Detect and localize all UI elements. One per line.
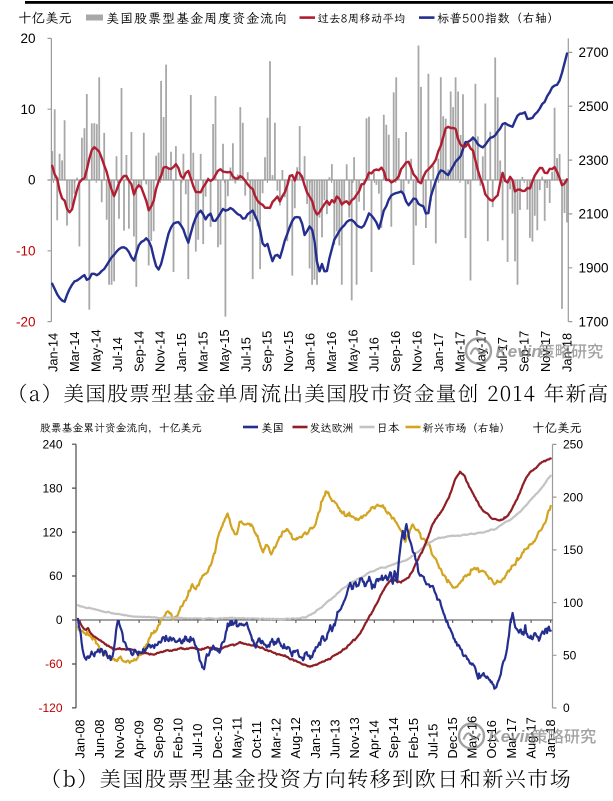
svg-text:Jul-15: Jul-15 <box>425 724 440 759</box>
svg-text:250: 250 <box>563 438 583 452</box>
svg-text:240: 240 <box>42 437 62 451</box>
svg-text:Jun-13: Jun-13 <box>327 719 342 758</box>
svg-text:Aug-12: Aug-12 <box>288 717 303 758</box>
svg-text:Jan-08: Jan-08 <box>73 719 88 758</box>
svg-text:10: 10 <box>20 102 35 117</box>
svg-text:180: 180 <box>42 481 62 495</box>
svg-text:-20: -20 <box>16 314 36 329</box>
svg-text:Jul-16: Jul-16 <box>367 337 382 372</box>
svg-text:Nov-08: Nov-08 <box>112 717 127 758</box>
svg-text:Dec-10: Dec-10 <box>210 717 225 758</box>
svg-text:Oct-16: Oct-16 <box>484 720 499 758</box>
svg-text:Mar-15: Mar-15 <box>196 331 211 372</box>
svg-text:2300: 2300 <box>579 153 609 168</box>
svg-text:1900: 1900 <box>579 260 609 275</box>
svg-text:100: 100 <box>563 596 583 610</box>
svg-text:Mar-14: Mar-14 <box>67 331 82 372</box>
svg-text:May-11: May-11 <box>229 717 244 759</box>
svg-text:Jul-15: Jul-15 <box>238 337 253 372</box>
svg-text:Sep-17: Sep-17 <box>517 331 532 372</box>
svg-text:120: 120 <box>42 525 62 539</box>
svg-text:Feb-15: Feb-15 <box>406 718 421 759</box>
svg-text:Aug-17: Aug-17 <box>523 717 538 758</box>
svg-text:Mar-17: Mar-17 <box>452 331 467 372</box>
svg-text:Feb-10: Feb-10 <box>171 718 186 759</box>
svg-text:Sep-14: Sep-14 <box>131 331 146 372</box>
svg-text:Jan-14: Jan-14 <box>46 333 61 372</box>
svg-text:-10: -10 <box>16 244 36 259</box>
svg-text:0: 0 <box>28 173 36 188</box>
svg-text:Kevin: Kevin <box>489 727 535 746</box>
svg-text:Oct-11: Oct-11 <box>249 721 264 758</box>
svg-text:May-15: May-15 <box>217 329 232 372</box>
svg-text:Nov-16: Nov-16 <box>410 331 425 372</box>
svg-text:Jun-08: Jun-08 <box>92 719 107 758</box>
svg-text:150: 150 <box>563 543 583 557</box>
svg-text:Jan-13: Jan-13 <box>308 719 323 758</box>
svg-text:Jul-10: Jul-10 <box>190 724 205 759</box>
svg-text:Sep-15: Sep-15 <box>260 331 275 372</box>
svg-text:Sep-09: Sep-09 <box>151 717 166 758</box>
svg-text:Apr-14: Apr-14 <box>367 720 382 758</box>
svg-text:50: 50 <box>563 648 577 662</box>
svg-text:Sep-16: Sep-16 <box>388 331 403 372</box>
svg-text:0: 0 <box>563 701 570 715</box>
svg-text:60: 60 <box>49 569 63 583</box>
svg-text:Sep-14: Sep-14 <box>386 717 401 758</box>
svg-text:Mar-12: Mar-12 <box>269 718 284 759</box>
svg-text:Jul-17: Jul-17 <box>495 337 510 372</box>
svg-text:Apr-09: Apr-09 <box>131 720 146 758</box>
svg-text:2700: 2700 <box>579 45 609 60</box>
svg-text:20: 20 <box>20 31 35 46</box>
svg-text:Dec-15: Dec-15 <box>445 717 460 758</box>
svg-text:Nov-13: Nov-13 <box>347 717 362 758</box>
svg-text:-60: -60 <box>45 657 63 671</box>
svg-text:Mar-16: Mar-16 <box>324 331 339 372</box>
svg-text:2500: 2500 <box>579 99 609 114</box>
svg-text:Jan-16: Jan-16 <box>303 333 318 372</box>
svg-text:-120: -120 <box>38 701 62 715</box>
svg-text:2100: 2100 <box>579 207 609 222</box>
svg-text:1700: 1700 <box>579 314 609 329</box>
svg-text:0: 0 <box>56 613 63 627</box>
svg-text:Nov-14: Nov-14 <box>153 331 168 372</box>
svg-text:200: 200 <box>563 490 583 504</box>
svg-text:May-14: May-14 <box>89 329 104 372</box>
svg-text:Jan-17: Jan-17 <box>431 333 446 372</box>
svg-text:Jul-14: Jul-14 <box>110 337 125 372</box>
svg-text:Jan-18: Jan-18 <box>559 333 574 372</box>
svg-text:Mar-17: Mar-17 <box>504 718 519 759</box>
svg-text:Kevin: Kevin <box>496 342 542 361</box>
svg-text:Nov-15: Nov-15 <box>281 331 296 372</box>
svg-text:May-16: May-16 <box>345 329 360 372</box>
svg-text:Jan-15: Jan-15 <box>174 333 189 372</box>
